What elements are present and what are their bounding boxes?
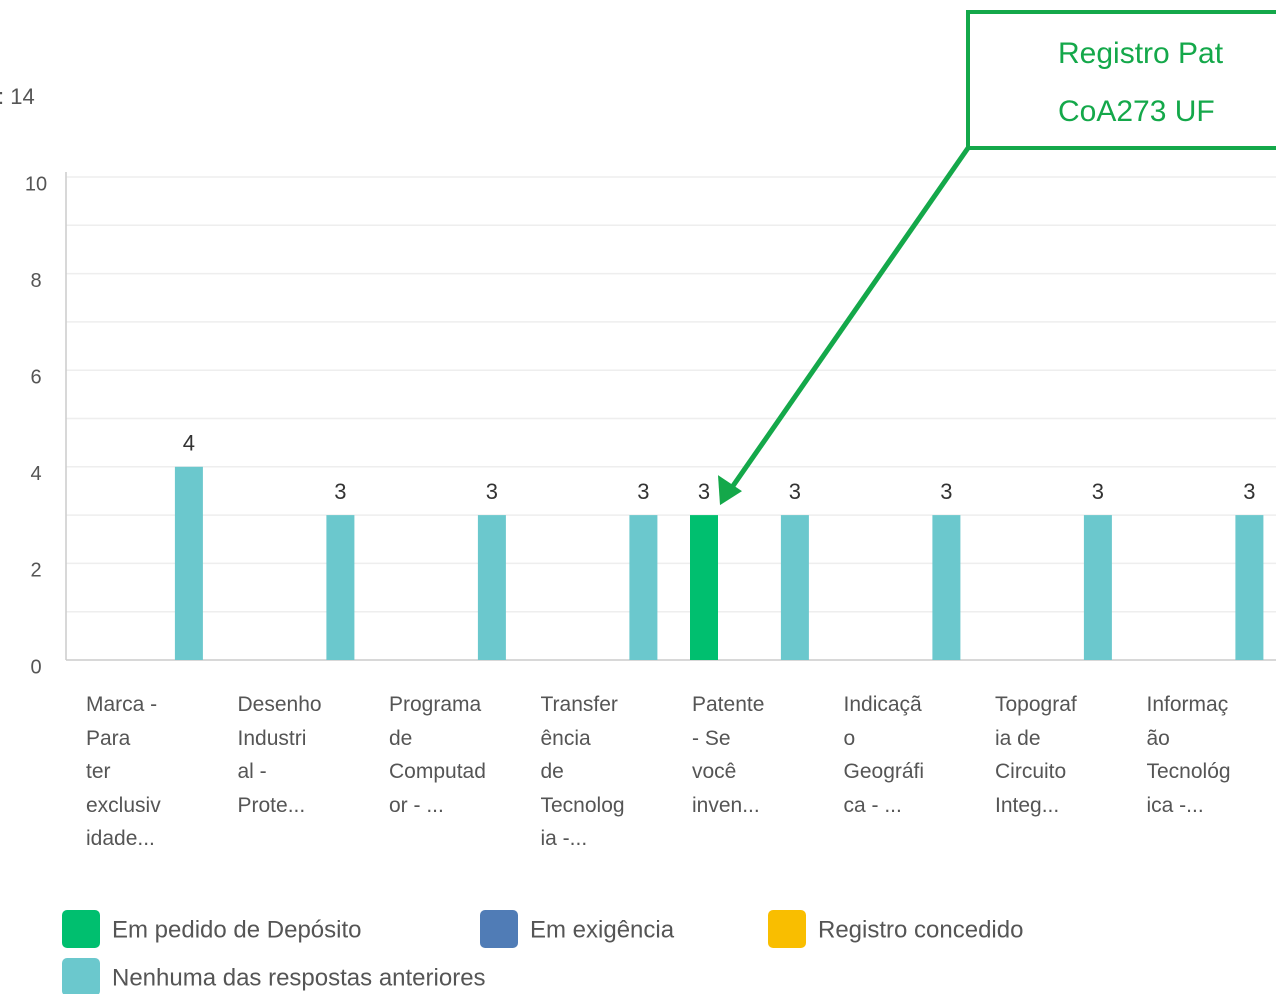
- data-label: 3: [637, 479, 649, 504]
- y-tick-label: 0: [30, 656, 41, 678]
- x-tick-label: Indicaçã o Geográfi ca - ...: [843, 693, 925, 817]
- x-tick-label: Topograf ia de Circuito Integ...: [995, 693, 1077, 817]
- legend-swatch: [768, 910, 806, 948]
- x-tick-label: Programa de Computad or - ...: [389, 693, 486, 817]
- data-label: 3: [1243, 479, 1255, 504]
- data-label: 4: [183, 431, 195, 456]
- x-tick-label-box: Marca - Para ter exclusiv idade...: [86, 693, 161, 850]
- y-tick-label: 8: [30, 270, 41, 292]
- bar: [932, 515, 961, 660]
- legend-swatch: [480, 910, 518, 948]
- y-tick-label: 4: [30, 463, 41, 485]
- bar: [780, 515, 809, 660]
- bar: [690, 515, 718, 660]
- legend-label: Nenhuma das respostas anteriores: [112, 964, 486, 991]
- data-label: 3: [334, 479, 346, 504]
- legend-label: Em exigência: [530, 916, 675, 943]
- legend-label: Em pedido de Depósito: [112, 916, 362, 943]
- bar: [174, 466, 203, 660]
- bar: [1235, 515, 1264, 660]
- bar: [629, 515, 658, 660]
- x-tick-label-box: Transfer ência de Tecnolog ia -...: [540, 693, 625, 850]
- bar: [477, 515, 506, 660]
- x-tick-label-box: Patente - Se você inven...: [692, 693, 765, 817]
- x-tick-label-box: Programa de Computad or - ...: [389, 693, 486, 817]
- legend-label: Registro concedido: [818, 916, 1023, 943]
- bar: [1083, 515, 1112, 660]
- data-label: 3: [1092, 479, 1104, 504]
- annotation-arrowhead: [718, 475, 742, 506]
- subtitle: : 14: [0, 84, 35, 109]
- legend-swatch: [62, 910, 100, 948]
- y-tick-label: 6: [30, 366, 41, 388]
- data-label: 3: [698, 479, 710, 504]
- x-tick-label-box: Desenho Industri al - Prote...: [237, 693, 322, 817]
- x-tick-label: Transfer ência de Tecnolog ia -...: [540, 693, 625, 850]
- x-tick-label-box: Informaç ão Tecnológ ica -...: [1146, 693, 1231, 817]
- x-tick-label: Informaç ão Tecnológ ica -...: [1146, 693, 1231, 817]
- annotation-box: [966, 10, 1276, 150]
- data-label: 3: [789, 479, 801, 504]
- x-tick-label-box: Topograf ia de Circuito Integ...: [995, 693, 1077, 817]
- x-tick-label: Desenho Industri al - Prote...: [237, 693, 322, 817]
- annotation-text: CoA273 UF: [1058, 95, 1215, 128]
- x-tick-label-box: Indicaçã o Geográfi ca - ...: [843, 693, 925, 817]
- bar: [326, 515, 355, 660]
- y-tick-label: 2: [30, 560, 41, 582]
- x-tick-label: Marca - Para ter exclusiv idade...: [86, 693, 161, 850]
- annotation-text: Registro Pat: [1058, 37, 1224, 70]
- legend-swatch: [62, 958, 100, 994]
- y-tick-label: 10: [25, 173, 47, 195]
- data-label: 3: [486, 479, 498, 504]
- annotation-arrow: [725, 146, 971, 495]
- x-tick-label: Patente - Se você inven...: [692, 693, 765, 817]
- data-label: 3: [940, 479, 952, 504]
